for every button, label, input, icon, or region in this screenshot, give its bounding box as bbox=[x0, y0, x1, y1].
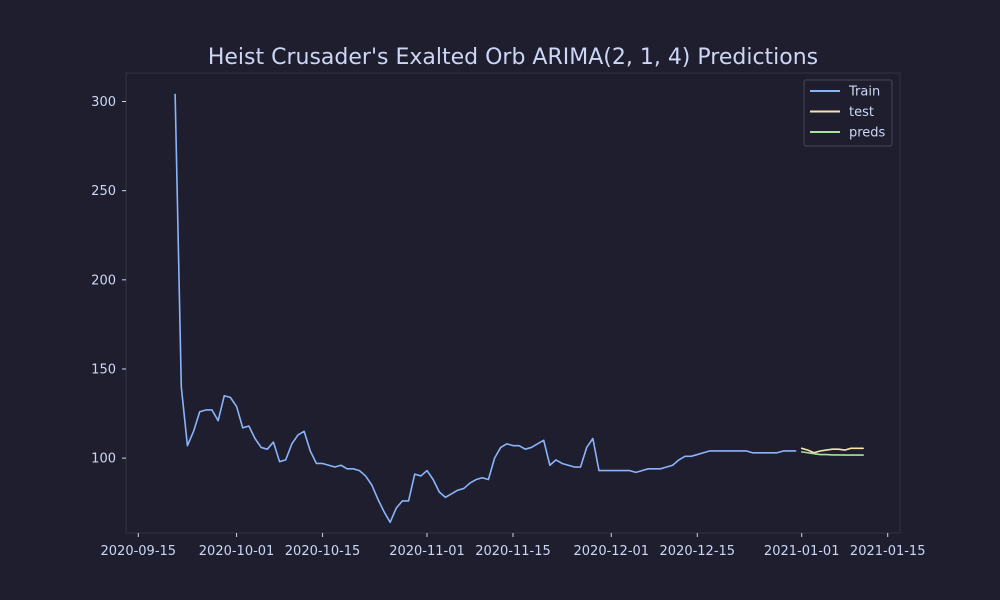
y-tick-label: 100 bbox=[91, 452, 116, 467]
y-tick-label: 200 bbox=[91, 273, 116, 288]
plot-frame bbox=[125, 72, 901, 534]
legend-label: test bbox=[849, 105, 874, 120]
series-line-preds bbox=[800, 451, 864, 456]
y-tick-label: 300 bbox=[91, 95, 116, 110]
legend-box bbox=[803, 79, 893, 147]
x-tick-label: 2020-10-15 bbox=[285, 544, 361, 559]
legend-label: Train bbox=[848, 85, 880, 100]
x-tick-label: 2020-09-15 bbox=[101, 544, 177, 559]
series-line-test bbox=[800, 447, 864, 454]
series-line-train bbox=[174, 93, 797, 524]
x-tick-label: 2020-11-15 bbox=[475, 544, 551, 559]
y-tick-label: 250 bbox=[91, 184, 116, 199]
x-tick-label: 2020-11-01 bbox=[389, 544, 465, 559]
legend: Train test preds bbox=[803, 79, 893, 147]
x-tick-label: 2021-01-15 bbox=[850, 544, 926, 559]
chart-title: Heist Crusader's Exalted Orb ARIMA(2, 1,… bbox=[208, 45, 818, 70]
x-tick-label: 2020-12-15 bbox=[660, 544, 736, 559]
x-tick-label: 2021-01-01 bbox=[764, 544, 840, 559]
y-tick-label: 150 bbox=[91, 362, 116, 377]
axes: 100 150 200 250 300 2020-09-15 2020-10-01 2020-… bbox=[91, 95, 925, 559]
x-tick-label: 2020-12-01 bbox=[574, 544, 650, 559]
series-lines bbox=[174, 93, 864, 524]
legend-label: preds bbox=[849, 126, 886, 141]
x-tick-label: 2020-10-01 bbox=[199, 544, 275, 559]
